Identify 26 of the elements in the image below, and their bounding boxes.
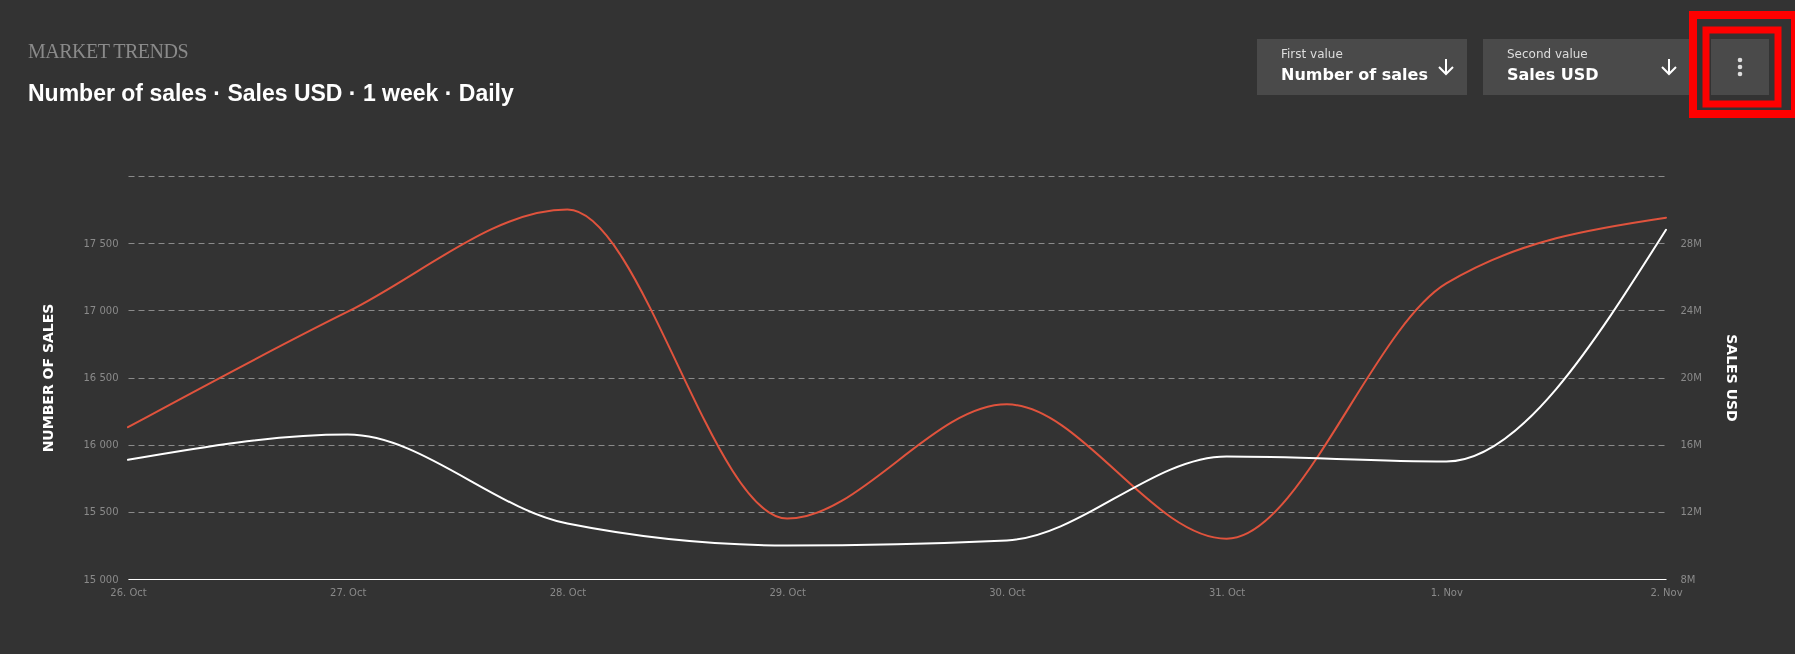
- x-tick-label: 2. Nov: [1650, 586, 1683, 598]
- y2-axis-title: SALES USD: [1723, 334, 1740, 422]
- y-tick-label: 15 000: [83, 573, 119, 585]
- x-tick-label: 31. Oct: [1208, 586, 1246, 598]
- x-tick-label: 28. Oct: [549, 586, 587, 598]
- x-tick-label: 1. Nov: [1430, 586, 1463, 598]
- dropdown-field: Second value Sales USD: [1483, 39, 1690, 95]
- y2-tick-label: 8M: [1680, 573, 1696, 585]
- dropdown-field: First value Number of sales: [1257, 39, 1467, 95]
- y2-tick-label: 24M: [1680, 304, 1702, 316]
- y2-tick-label: 12M: [1680, 506, 1702, 518]
- chart-subtitle: Number of sales · Sales USD · 1 week · Daily: [28, 80, 514, 107]
- y-tick-label: 17 000: [83, 304, 119, 316]
- x-tick-label: 30. Oct: [989, 586, 1026, 598]
- y-tick-label: 16 500: [83, 372, 119, 383]
- y2-tick-label: 16M: [1680, 439, 1702, 451]
- y-tick-label: 16 000: [83, 439, 119, 451]
- x-tick-label: 26. Oct: [110, 586, 147, 598]
- y-tick-label: 17 500: [83, 237, 119, 249]
- y-axis-title: NUMBER OF SALES: [39, 303, 56, 453]
- x-tick-label: 29. Oct: [769, 586, 806, 598]
- y2-tick-label: 28M: [1680, 237, 1702, 249]
- y-tick-label: 15 500: [83, 506, 119, 518]
- y2-tick-label: 20M: [1680, 372, 1702, 383]
- chart-title: MARKET TRENDS: [28, 40, 189, 63]
- x-tick-label: 27. Oct: [330, 586, 367, 598]
